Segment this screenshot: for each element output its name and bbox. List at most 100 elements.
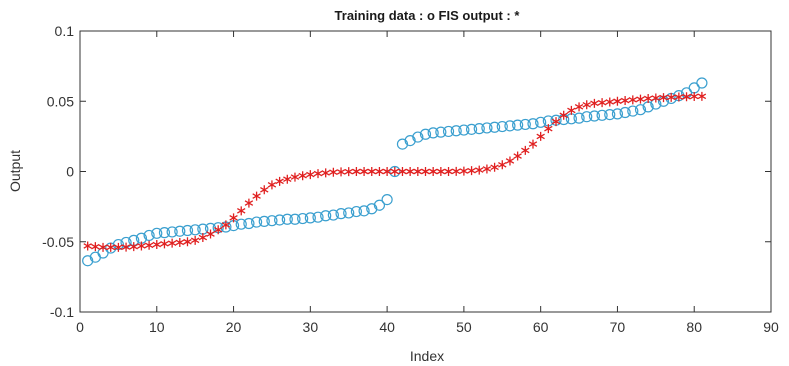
training-data-point (312, 211, 324, 223)
fis-output-point (590, 98, 599, 108)
y-tick-label: -0.05 (42, 234, 74, 250)
fis-output-point (697, 91, 707, 101)
fis-output-point (175, 237, 185, 247)
training-data-point (627, 105, 639, 117)
training-data-point (504, 120, 516, 132)
training-data-point (250, 216, 263, 228)
fis-output-point (636, 94, 645, 104)
fis-output-point (213, 225, 223, 235)
fis-output-point (298, 171, 307, 181)
fis-output-point (498, 160, 507, 170)
fis-output-point (436, 167, 446, 176)
training-data-point (320, 210, 332, 222)
y-tick-label: 0.05 (47, 93, 74, 109)
training-data-point (243, 217, 255, 230)
x-tick-label: 0 (76, 319, 84, 335)
chart-title: Training data : o FIS output : * (335, 8, 521, 23)
x-tick-label: 10 (149, 319, 165, 335)
training-data-point (166, 226, 178, 238)
x-tick-label: 30 (303, 319, 319, 335)
y-tick-label: 0 (66, 164, 74, 180)
fis-output-point (160, 239, 169, 249)
training-data-point (158, 227, 171, 239)
training-data-point (696, 77, 708, 89)
training-data-point (381, 194, 393, 206)
fis-output-point (313, 169, 323, 179)
fis-output-point (91, 242, 100, 252)
training-data-point (604, 108, 616, 121)
fis-output-point (482, 164, 492, 174)
fis-output-point (521, 145, 530, 155)
training-data-point (151, 227, 163, 239)
fis-output-point (275, 176, 284, 186)
fis-output-point (628, 95, 638, 105)
fis-output-point (659, 93, 668, 103)
fis-output-point (352, 167, 361, 176)
training-data-point (465, 123, 478, 135)
fis-output-point (613, 96, 622, 106)
fis-output-point (206, 229, 215, 239)
training-data-point (289, 213, 301, 225)
training-data-point (419, 128, 432, 140)
fis-output-point (329, 167, 338, 177)
training-data-point (412, 131, 424, 143)
fis-output-point (283, 174, 292, 184)
fis-output-point (467, 166, 476, 176)
training-data-point (389, 165, 401, 178)
training-data-point (512, 119, 524, 131)
fis-output-point (367, 167, 376, 176)
x-tick-label: 70 (610, 319, 626, 335)
fis-output-point (98, 242, 108, 252)
fis-output-point (137, 241, 146, 251)
fis-output-point (244, 198, 254, 208)
training-data-point (634, 104, 647, 116)
training-data-point (442, 125, 455, 138)
fis-output-point (121, 242, 131, 252)
fis-output-point (651, 93, 661, 103)
training-data-point (458, 124, 470, 136)
fis-output-point (398, 167, 407, 176)
fis-output-point (421, 167, 430, 176)
training-data-point (427, 127, 439, 139)
x-tick-label: 90 (763, 319, 779, 335)
fis-output-point (428, 167, 438, 176)
training-data-point (174, 225, 186, 237)
fis-output-point (528, 139, 538, 149)
training-data-point (327, 209, 339, 221)
fis-output-point (167, 238, 177, 248)
x-tick-label: 40 (379, 319, 395, 335)
fis-output-point (390, 167, 400, 176)
training-data-point (297, 212, 309, 225)
axes: 0 10 20 30 40 50 60 70 80 90 -0.1 -0.05 0 0.05 0.1 (42, 23, 779, 335)
training-data-point (619, 106, 631, 119)
fis-output-point (444, 167, 453, 176)
fis-output-point (183, 237, 192, 247)
training-data-point (358, 205, 370, 217)
fis-output-point (567, 105, 576, 115)
fis-output-point (152, 240, 161, 250)
fis-output-point (375, 167, 384, 176)
fis-output-point (620, 96, 630, 106)
fis-output-point (106, 242, 115, 252)
training-data-point (588, 110, 601, 122)
training-data-point (281, 213, 293, 225)
training-data-point (450, 125, 462, 137)
training-data-point (519, 118, 531, 131)
fis-output-point (451, 166, 461, 176)
x-tick-label: 80 (686, 319, 702, 335)
fis-output-point (144, 240, 154, 250)
x-axis-label: Index (410, 348, 444, 364)
fis-output-point (413, 167, 423, 176)
training-data-point (527, 118, 539, 130)
fis-output-point (344, 167, 353, 177)
fis-output-point (505, 156, 515, 166)
training-data-point (435, 126, 447, 138)
training-data-point (489, 121, 501, 133)
fis-output-point (306, 170, 315, 180)
series-fis-output (83, 91, 707, 252)
training-data-point (181, 224, 194, 237)
fis-output-point (359, 167, 369, 176)
fis-output-point (544, 124, 553, 134)
training-data-point (581, 111, 593, 123)
